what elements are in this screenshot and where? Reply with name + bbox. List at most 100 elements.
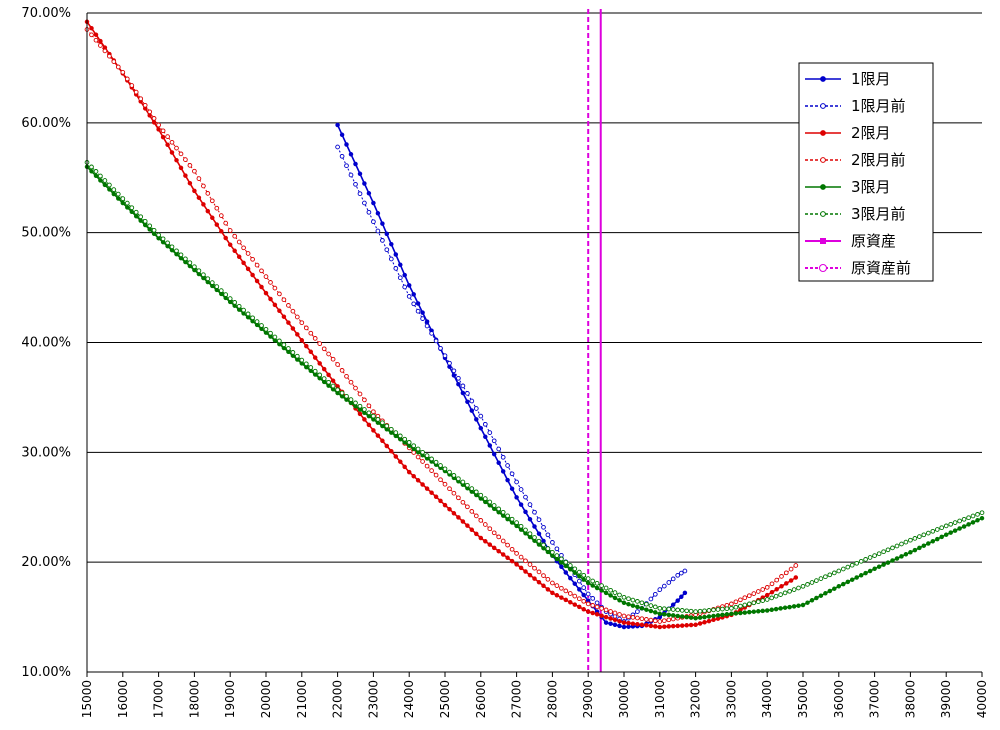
data-point xyxy=(321,366,327,372)
data-point xyxy=(554,583,560,588)
x-tick-label: 38000 xyxy=(903,680,917,718)
data-point xyxy=(308,365,314,370)
data-point xyxy=(975,512,980,517)
data-point xyxy=(567,591,573,596)
data-point xyxy=(482,496,488,501)
data-point xyxy=(657,619,663,624)
data-point xyxy=(245,311,251,317)
data-point xyxy=(577,604,582,610)
data-point xyxy=(536,531,542,536)
data-point xyxy=(124,76,130,82)
data-point xyxy=(590,610,595,616)
data-point xyxy=(375,228,381,234)
data-point xyxy=(742,602,748,608)
data-point xyxy=(478,425,484,431)
x-tick-label: 29000 xyxy=(581,680,595,718)
data-point xyxy=(760,598,766,603)
data-point xyxy=(487,430,493,435)
data-point xyxy=(617,618,622,624)
data-point xyxy=(277,308,282,314)
data-point xyxy=(599,613,604,618)
data-point xyxy=(823,574,828,580)
data-point xyxy=(559,564,564,570)
x-tick-label: 37000 xyxy=(868,680,882,718)
data-point xyxy=(577,587,582,592)
data-point xyxy=(303,361,309,367)
data-point xyxy=(192,264,197,270)
data-point xyxy=(612,622,618,628)
data-point xyxy=(903,552,909,557)
data-point xyxy=(585,591,591,597)
data-point xyxy=(666,606,672,612)
data-point xyxy=(286,320,291,325)
data-point xyxy=(268,280,273,285)
data-point xyxy=(483,539,488,544)
data-point xyxy=(312,336,318,341)
data-point xyxy=(621,594,627,600)
data-point xyxy=(836,584,842,589)
data-point xyxy=(456,495,461,501)
data-point xyxy=(98,178,103,183)
data-point xyxy=(899,541,904,547)
x-tick-label: 18000 xyxy=(187,680,201,718)
data-point xyxy=(908,550,913,555)
data-point xyxy=(272,285,278,291)
data-point xyxy=(465,391,470,396)
legend-box xyxy=(798,62,934,282)
data-point xyxy=(496,506,502,512)
data-point xyxy=(429,468,434,473)
data-point xyxy=(254,278,260,284)
data-point xyxy=(505,555,510,561)
data-point xyxy=(223,235,228,241)
data-point xyxy=(572,570,578,575)
data-point xyxy=(952,520,958,525)
data-point xyxy=(500,552,506,557)
data-point xyxy=(326,351,331,357)
legend-label: 1限月前 xyxy=(851,97,906,115)
data-point xyxy=(482,522,488,527)
data-point xyxy=(326,372,331,378)
data-point xyxy=(317,341,323,346)
data-point xyxy=(599,588,604,593)
data-point xyxy=(156,127,161,132)
series-1限月 xyxy=(335,122,688,630)
data-point xyxy=(219,229,224,234)
data-point xyxy=(746,593,752,599)
data-point xyxy=(133,209,139,215)
data-point xyxy=(263,326,269,332)
data-point xyxy=(183,256,188,262)
data-point xyxy=(344,142,349,147)
data-point xyxy=(460,499,466,505)
data-point xyxy=(259,284,264,290)
data-point xyxy=(317,372,323,378)
data-point xyxy=(353,181,358,187)
data-point xyxy=(738,597,743,603)
data-point xyxy=(473,513,479,519)
data-point xyxy=(178,165,184,171)
data-point xyxy=(581,607,586,612)
data-point xyxy=(500,509,506,515)
data-point xyxy=(630,615,636,620)
data-point xyxy=(496,446,502,452)
data-point xyxy=(523,558,528,564)
data-point xyxy=(590,578,596,584)
data-point xyxy=(858,558,864,564)
data-point xyxy=(912,547,918,553)
data-point xyxy=(554,593,560,598)
data-point xyxy=(514,551,519,556)
data-point xyxy=(774,587,779,592)
data-point xyxy=(115,64,121,70)
data-point xyxy=(603,585,609,591)
data-point xyxy=(639,622,645,628)
axes: 10.00% 20.00% 30.00% 40.00% 50.00% 60.00% 70.0… xyxy=(21,6,989,718)
data-point xyxy=(451,511,457,516)
series-line xyxy=(86,21,797,628)
data-point xyxy=(218,213,224,218)
data-point xyxy=(357,403,363,409)
data-point xyxy=(299,338,305,343)
data-point xyxy=(724,606,730,612)
data-point xyxy=(644,617,649,622)
data-point xyxy=(975,518,980,523)
data-point xyxy=(863,557,868,562)
data-point xyxy=(541,538,546,544)
